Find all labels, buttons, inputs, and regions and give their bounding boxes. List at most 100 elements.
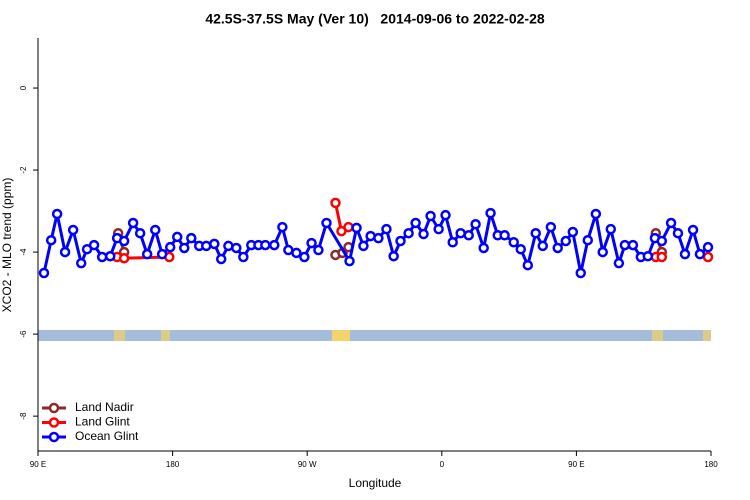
data-point <box>358 240 369 252</box>
x-tick-label: 180 <box>704 460 718 469</box>
data-point <box>104 250 116 262</box>
data-point <box>499 230 510 241</box>
x-tick-label: 90 W <box>298 460 317 469</box>
data-point <box>75 257 87 269</box>
data-point <box>410 217 421 229</box>
data-point <box>260 239 271 251</box>
data-point <box>702 241 714 253</box>
y-axis-label: XCO2 - MLO trend (ppm) <box>0 178 14 313</box>
data-point <box>291 247 302 259</box>
data-point <box>150 224 161 236</box>
x-tick-label: 180 <box>166 460 180 469</box>
data-point <box>672 227 684 239</box>
legend-label: Land Nadir <box>75 400 134 414</box>
data-point <box>381 223 392 235</box>
data-point <box>51 208 63 220</box>
data-point <box>351 222 362 234</box>
y-tick-label: -6 <box>19 330 28 338</box>
y-tick-label: 0 <box>19 85 28 90</box>
data-point <box>306 237 317 249</box>
series <box>38 207 714 279</box>
data-point <box>552 242 563 254</box>
x-tick-label: 90 E <box>568 460 584 469</box>
data-point <box>209 238 220 250</box>
data-point <box>702 251 714 263</box>
land-patch <box>114 330 125 341</box>
data-point <box>656 251 668 263</box>
data-point <box>283 244 294 256</box>
data-point <box>118 252 130 264</box>
data-point <box>141 248 153 260</box>
data-point <box>508 236 519 248</box>
data-point <box>567 226 579 238</box>
data-point <box>231 242 242 254</box>
data-point <box>59 246 71 258</box>
legend-marker <box>48 431 60 443</box>
data-point <box>156 248 168 260</box>
data-point <box>619 239 631 251</box>
legend-marker <box>48 417 60 428</box>
data-point <box>330 197 341 209</box>
data-point <box>627 239 639 251</box>
data-point <box>403 227 414 239</box>
data-point <box>470 218 481 230</box>
data-point <box>127 217 139 229</box>
data-point <box>463 230 474 241</box>
land-patch <box>161 330 170 341</box>
ocean-band <box>38 330 711 341</box>
data-point <box>545 221 557 233</box>
data-point <box>590 208 602 220</box>
data-point <box>613 257 625 269</box>
land-patch <box>332 330 350 341</box>
x-tick-label: 0 <box>440 460 445 469</box>
land-patch <box>703 330 711 341</box>
x-axis-label: Longitude <box>349 476 402 490</box>
data-point <box>642 250 654 262</box>
data-point <box>343 221 354 233</box>
data-point <box>418 228 429 240</box>
data-point <box>537 240 548 252</box>
data-point <box>485 207 496 219</box>
data-point <box>299 251 310 263</box>
data-point <box>679 248 691 260</box>
data-point <box>215 253 227 265</box>
data-point <box>694 248 706 260</box>
y-tick-label: -2 <box>19 166 28 174</box>
series-line <box>42 211 709 275</box>
data-point <box>447 236 458 248</box>
data-point <box>388 250 399 262</box>
x-tick-label: 90 E <box>30 460 46 469</box>
data-point <box>656 235 668 247</box>
legend-marker <box>48 402 60 414</box>
data-point <box>96 251 108 263</box>
data-point <box>687 224 699 236</box>
land-patch <box>652 330 663 341</box>
data-point <box>665 217 677 229</box>
data-point <box>45 234 57 246</box>
data-point <box>530 227 541 239</box>
data-point <box>171 231 183 243</box>
chart-title: 42.5S-37.5S May (Ver 10) 2014-09-06 to 2… <box>205 11 545 27</box>
data-point <box>395 235 406 247</box>
data-point <box>164 241 176 253</box>
data-point <box>455 227 466 239</box>
data-point <box>186 232 197 244</box>
data-point <box>425 210 436 222</box>
data-point <box>321 217 332 229</box>
data-point <box>433 223 444 235</box>
data-point <box>522 259 534 271</box>
data-point <box>478 242 489 254</box>
data-point <box>373 232 384 244</box>
data-point <box>118 235 130 247</box>
data-point <box>134 227 146 239</box>
data-point <box>313 244 324 256</box>
data-point <box>440 209 451 221</box>
data-point <box>597 246 608 258</box>
data-point <box>38 267 50 279</box>
y-tick-label: -8 <box>19 412 28 420</box>
legend-label: Land Glint <box>75 415 130 429</box>
data-point <box>238 251 249 263</box>
data-point <box>88 239 100 251</box>
